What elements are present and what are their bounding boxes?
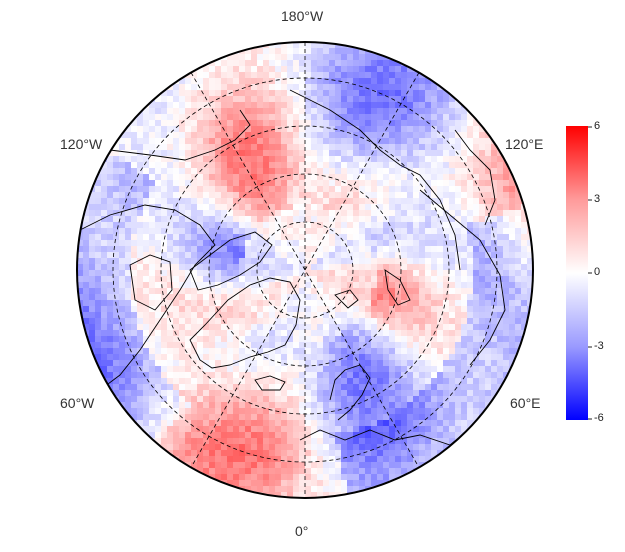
novaya-zemlya-coast (384, 269, 411, 306)
colorbar-tick-label: 3 (594, 193, 601, 205)
colorbar-tick-label: -3 (594, 340, 604, 352)
map-boundary (76, 41, 534, 499)
lon-label-60w: 60°W (60, 395, 95, 411)
north-america-coast (79, 204, 216, 391)
colorbar (566, 126, 588, 420)
alaska-coast (109, 109, 251, 161)
greenland-coast (189, 277, 301, 369)
colorbar-tick-label: -6 (594, 412, 604, 424)
lon-label-60e: 60°E (510, 395, 541, 411)
lon-label-120w: 120°W (60, 136, 103, 152)
anomaly-field (77, 42, 533, 498)
asia-border (419, 189, 506, 366)
siberia-coast (289, 89, 461, 271)
colorbar-ticks (588, 126, 592, 420)
kamchatka-coast (454, 129, 496, 226)
colorbar-tick-label: 0 (594, 266, 601, 278)
lon-label-0: 0° (295, 523, 309, 539)
graticule (112, 42, 498, 498)
hudson-bay-coast (129, 254, 173, 311)
svalbard-coast (334, 289, 359, 309)
scandinavia-coast (329, 364, 371, 421)
iceland-coast (254, 375, 286, 391)
colorbar-tick-label: 6 (594, 120, 601, 132)
lon-label-120e: 120°E (505, 136, 544, 152)
lon-label-180w: 180°W (281, 8, 324, 24)
canadian-archipelago-coast (189, 231, 273, 291)
